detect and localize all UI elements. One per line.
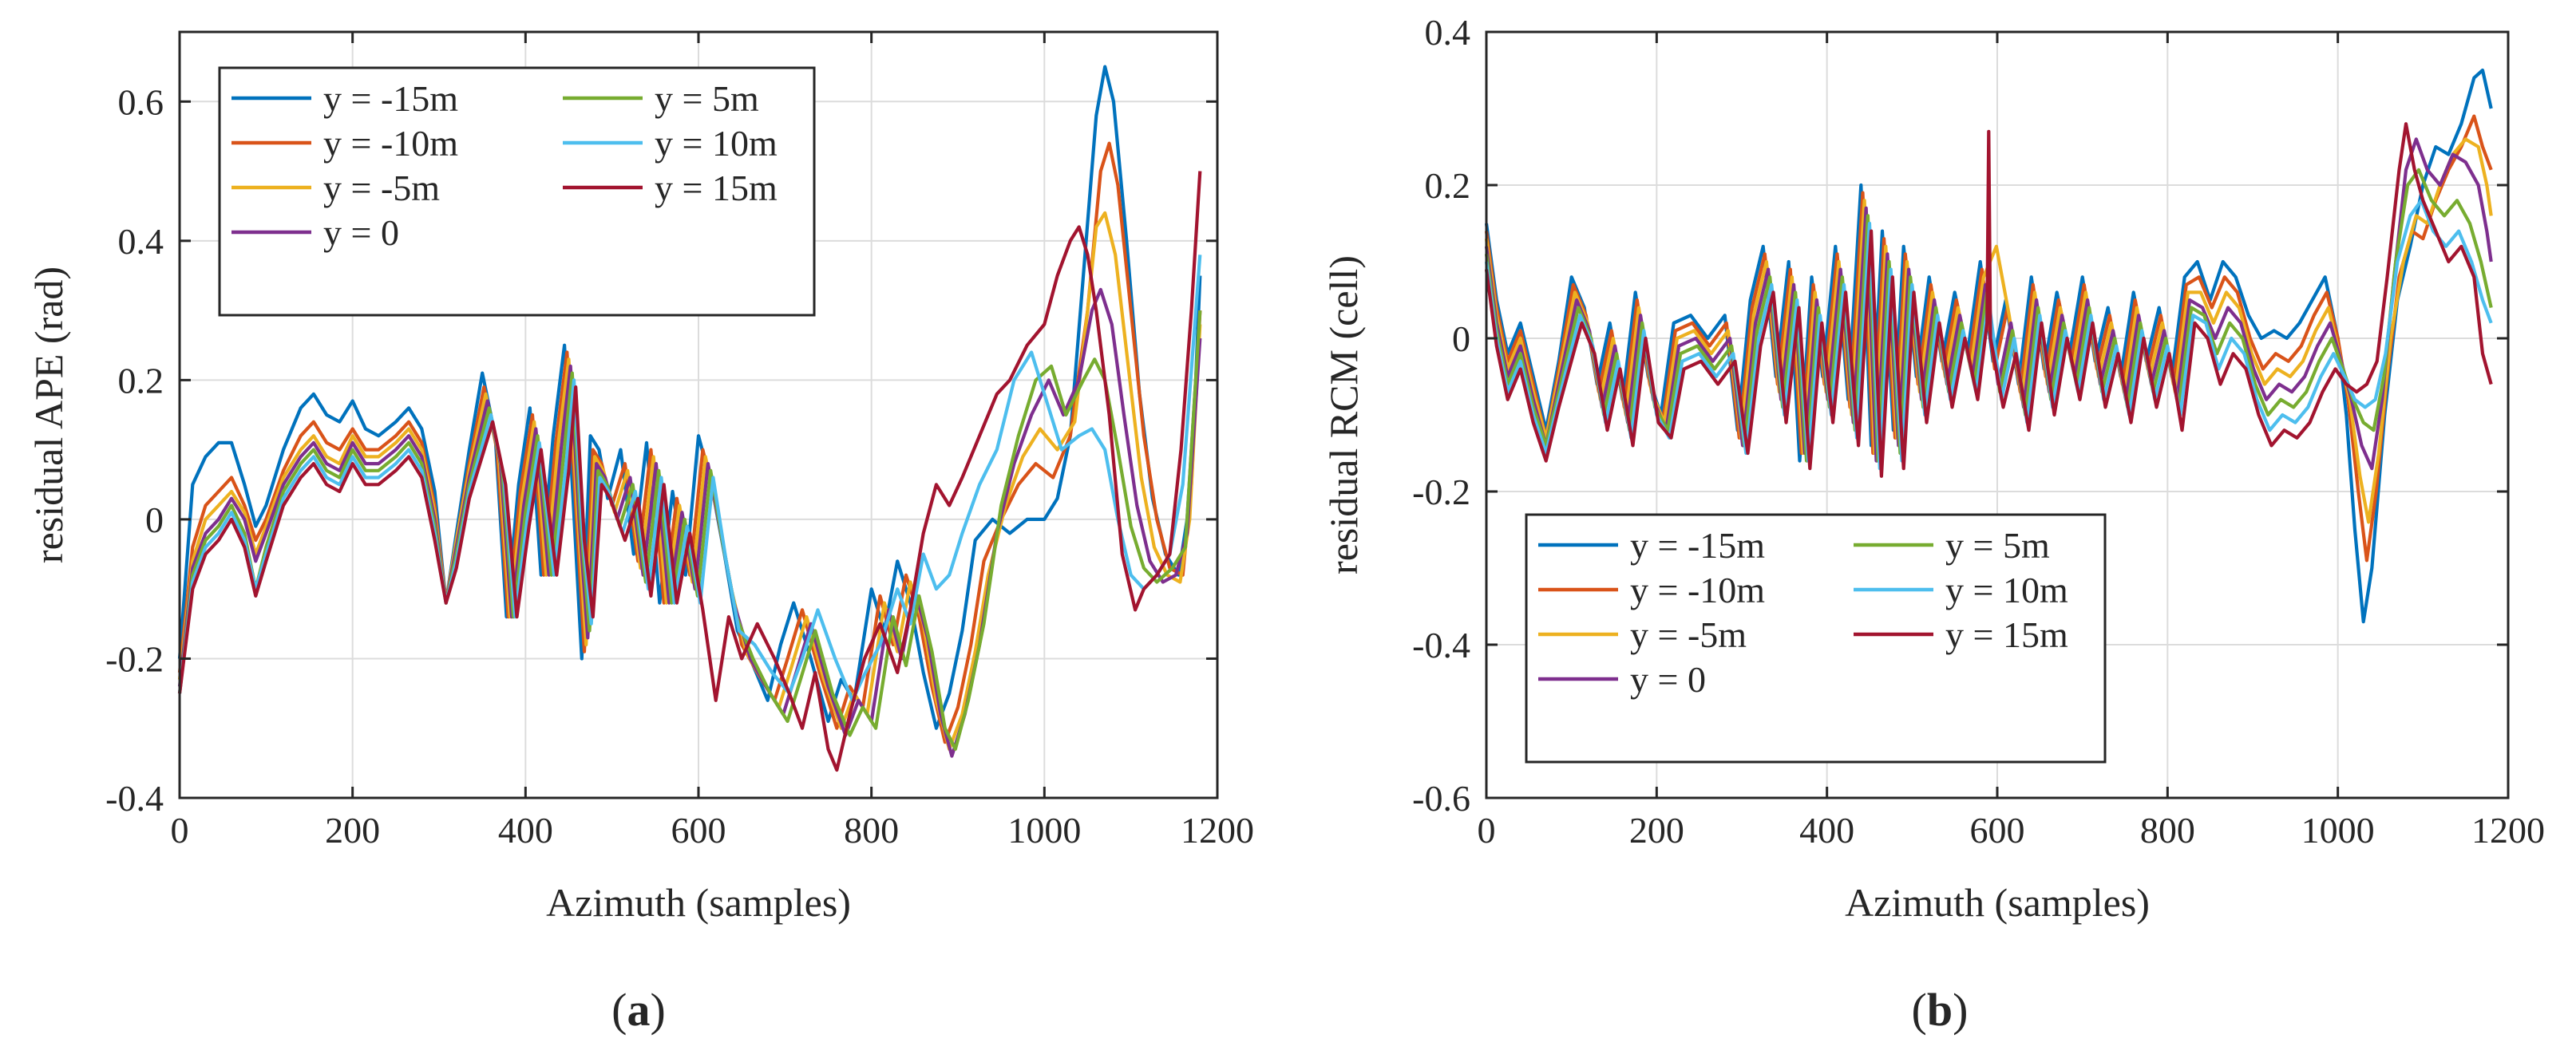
x-tick-label: 200 bbox=[325, 810, 380, 851]
series-line-y-15m bbox=[1484, 122, 2493, 478]
x-axis-label-a: Azimuth (samples) bbox=[546, 880, 851, 925]
x-tick-label: 600 bbox=[671, 810, 726, 851]
series-line-y-15m bbox=[177, 171, 1202, 772]
ticks-a: 0 200 400 600 800 1000 1200 -0.4 -0.2 0 0.2 0.4 0.6 bbox=[105, 32, 1254, 851]
series-line-y-5m bbox=[177, 310, 1202, 751]
x-tick-label: 1200 bbox=[1181, 810, 1254, 851]
legend-label-y-15m: y = -15m bbox=[1630, 525, 1765, 566]
panel-letter-b: b bbox=[1927, 984, 1953, 1036]
y-tick-label: 0.4 bbox=[118, 221, 164, 262]
chart-panel-a: 0 200 400 600 800 1000 1200-0.4-0.200.20.40.6 … bbox=[26, 30, 1254, 1036]
x-tick-label: 1200 bbox=[2471, 810, 2545, 851]
x-tick-label: 1000 bbox=[1007, 810, 1081, 851]
legend-label-y-5m: y = 5m bbox=[1945, 525, 2050, 566]
legend-label-y-5m: y = -5m bbox=[1630, 614, 1747, 655]
chart-panel-b: 0 200 400 600 800 1000 1200 -0.6 -0.4 -0.2 0 0.2 0.4… bbox=[1321, 12, 2545, 1036]
x-tick-label: 200 bbox=[1629, 810, 1684, 851]
y-tick-label: -0.2 bbox=[105, 638, 164, 679]
panel-letter-a: a bbox=[627, 984, 651, 1036]
y-tick-label: 0 bbox=[145, 499, 164, 540]
series-line-y-0 bbox=[177, 287, 1202, 758]
y-tick-label: 0.2 bbox=[118, 360, 164, 401]
legend-label-y-15m: y = 15m bbox=[1945, 614, 2068, 655]
x-tick-label: 0 bbox=[171, 810, 189, 851]
y-tick-label: -0.4 bbox=[105, 778, 164, 819]
x-tick-label: 600 bbox=[1970, 810, 2025, 851]
legend-label-y-10m: y = 10m bbox=[655, 123, 778, 164]
series-line-y-10m bbox=[177, 141, 1202, 744]
x-tick-label: 800 bbox=[844, 810, 899, 851]
x-tick-label: 400 bbox=[1799, 810, 1854, 851]
x-tick-label: 0 bbox=[1478, 810, 1496, 851]
legend-label-y-0: y = 0 bbox=[1630, 659, 1706, 700]
legend-box-a bbox=[218, 66, 816, 317]
y-tick-label: 0 bbox=[1452, 318, 1470, 359]
series-group-b bbox=[1484, 68, 2493, 624]
series-line-y-15m bbox=[177, 65, 1202, 730]
y-axis-label-a: residual APE (rad) bbox=[26, 266, 71, 563]
y-tick-label: -0.4 bbox=[1412, 625, 1470, 665]
x-axis-label-b: Azimuth (samples) bbox=[1845, 880, 2150, 925]
x-tick-label: 1000 bbox=[2301, 810, 2375, 851]
y-tick-label: 0.4 bbox=[1425, 12, 1471, 53]
y-tick-label: 0.6 bbox=[118, 81, 164, 122]
panel-label-b: (b) bbox=[1912, 984, 1969, 1036]
legend-label-y-10m: y = -10m bbox=[1630, 570, 1765, 610]
legend-label-y-15m: y = 15m bbox=[655, 168, 778, 208]
series-group-a bbox=[177, 65, 1202, 772]
x-tick-label: 800 bbox=[2140, 810, 2195, 851]
ticks-b: 0 200 400 600 800 1000 1200 -0.6 -0.4 -0.2 0 0.2 0.4 bbox=[1412, 12, 2545, 851]
y-tick-label: 0.2 bbox=[1425, 165, 1471, 206]
legend-label-y-10m: y = 10m bbox=[1945, 570, 2068, 610]
y-axis-label-b: residual RCM (cell) bbox=[1321, 255, 1366, 574]
legend-label-y-10m: y = -10m bbox=[323, 123, 458, 164]
legend-label-y-0: y = 0 bbox=[323, 212, 399, 253]
series-line-y-10m bbox=[177, 255, 1202, 702]
legend-label-y-15m: y = -15m bbox=[323, 78, 458, 119]
legend-box-b bbox=[1525, 513, 2107, 764]
panel-label-a: (a) bbox=[611, 984, 666, 1036]
x-tick-label: 400 bbox=[498, 810, 553, 851]
y-tick-label: -0.2 bbox=[1412, 472, 1470, 512]
y-tick-label: -0.6 bbox=[1412, 778, 1470, 819]
legend-label-y-5m: y = 5m bbox=[655, 78, 759, 119]
series-line-y-5m bbox=[177, 211, 1202, 751]
legend-label-y-5m: y = -5m bbox=[323, 168, 440, 208]
